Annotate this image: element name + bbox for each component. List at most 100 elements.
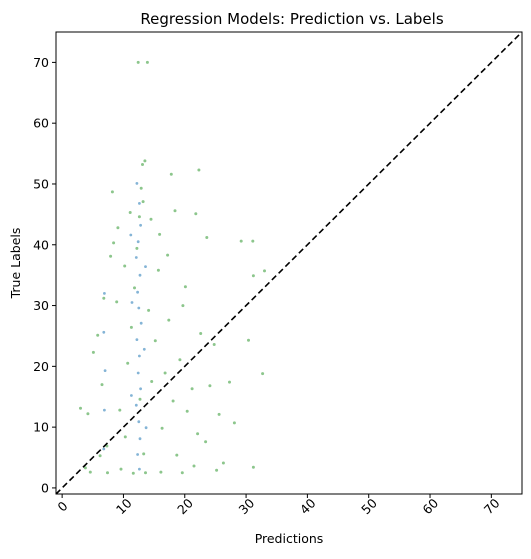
scatter-point <box>142 452 146 456</box>
y-tick-label: 50 <box>33 176 49 191</box>
x-tick-label: 0 <box>54 498 70 514</box>
band-point <box>138 467 141 471</box>
band-point <box>135 338 139 341</box>
band-point <box>138 437 142 441</box>
band-layer <box>102 182 148 471</box>
band-point <box>130 394 133 397</box>
scatter-point <box>123 435 127 439</box>
scatter-point <box>133 286 136 290</box>
chart-title: Regression Models: Prediction vs. Labels <box>140 10 443 28</box>
scatter-point <box>131 471 135 475</box>
scatter-point <box>150 380 154 383</box>
band-point <box>134 403 138 407</box>
scatter-point <box>144 471 147 475</box>
scatter-point <box>178 358 182 362</box>
scatter-point <box>160 426 164 430</box>
band-point <box>103 408 106 412</box>
band-point <box>102 447 106 451</box>
band-point <box>144 426 148 430</box>
scatter-point <box>115 300 119 304</box>
scatter-point <box>261 372 265 376</box>
scatter-point <box>88 470 92 474</box>
x-tick-label: 40 <box>297 495 319 517</box>
y-axis: 0 10 20 30 40 50 60 70 <box>33 55 56 495</box>
x-tick-label: 70 <box>481 495 503 517</box>
scatter-point <box>118 408 122 412</box>
scatter-point <box>183 285 187 289</box>
scatter-point <box>106 471 109 475</box>
scatter-point <box>147 308 151 312</box>
band-point <box>144 265 147 268</box>
scatter-point <box>139 186 143 190</box>
scatter-point <box>251 465 255 469</box>
scatter-point <box>196 432 200 436</box>
band-point <box>102 330 106 334</box>
scatter-point <box>141 200 145 204</box>
scatter-point <box>185 409 189 413</box>
scatter-point <box>247 338 250 342</box>
scatter-point <box>110 190 114 194</box>
band-point <box>134 256 138 259</box>
scatter-point <box>96 333 100 337</box>
scatter-point <box>228 380 231 384</box>
y-tick-label: 10 <box>33 420 49 435</box>
scatter-point <box>129 325 133 329</box>
scatter-point <box>208 384 212 388</box>
scatter-point <box>173 209 177 213</box>
plot-frame <box>55 31 523 495</box>
band-point <box>137 420 141 424</box>
scatter-point <box>212 343 216 346</box>
band-point <box>137 306 141 310</box>
scatter-point <box>217 412 221 416</box>
y-tick-label: 40 <box>33 237 49 252</box>
scatter-point <box>83 466 87 470</box>
scatter-point <box>143 159 147 163</box>
band-point <box>130 301 134 304</box>
scatter-point <box>135 246 139 250</box>
scatter-point <box>158 232 162 236</box>
scatter-point <box>159 470 163 474</box>
scatter-point <box>163 371 167 375</box>
scatter-point <box>251 274 255 278</box>
scatter-point <box>175 453 179 457</box>
scatter-point <box>141 163 144 166</box>
y-tick-label: 0 <box>41 480 49 495</box>
scatter-point <box>194 212 198 216</box>
scatter-point <box>149 217 153 221</box>
diagonal-reference-line <box>55 31 523 495</box>
scatter-point <box>137 215 141 219</box>
scatter-point <box>116 226 120 230</box>
x-tick-label: 60 <box>419 495 441 517</box>
scatter-point <box>126 361 130 365</box>
band-point <box>138 354 141 358</box>
scatter-point <box>263 269 266 273</box>
y-tick-label: 60 <box>33 116 49 131</box>
scatter-point <box>215 468 219 472</box>
band-point <box>139 223 143 227</box>
x-tick-label: 20 <box>174 495 196 517</box>
band-point <box>139 387 143 391</box>
scatter-point <box>204 440 208 444</box>
scatter-point <box>91 350 95 354</box>
band-point <box>138 202 141 205</box>
x-axis: 0 10 20 30 40 50 60 70 <box>54 494 503 517</box>
points-layer <box>79 60 266 475</box>
scatter-point <box>138 397 142 401</box>
scatter-point <box>171 399 175 403</box>
scatter-point <box>181 304 185 308</box>
scatter-point <box>86 412 90 416</box>
y-tick-label: 30 <box>33 298 49 313</box>
scatter-point <box>199 332 203 335</box>
band-point <box>142 347 146 351</box>
scatter-point <box>156 268 160 272</box>
y-tick-label: 70 <box>33 55 49 70</box>
x-axis-label: Predictions <box>255 531 324 546</box>
scatter-point <box>205 236 209 239</box>
scatter-point <box>180 471 184 475</box>
scatter-point <box>169 172 173 176</box>
scatter-point <box>119 467 123 471</box>
scatter-point <box>232 421 236 425</box>
scatter-point <box>145 60 149 64</box>
